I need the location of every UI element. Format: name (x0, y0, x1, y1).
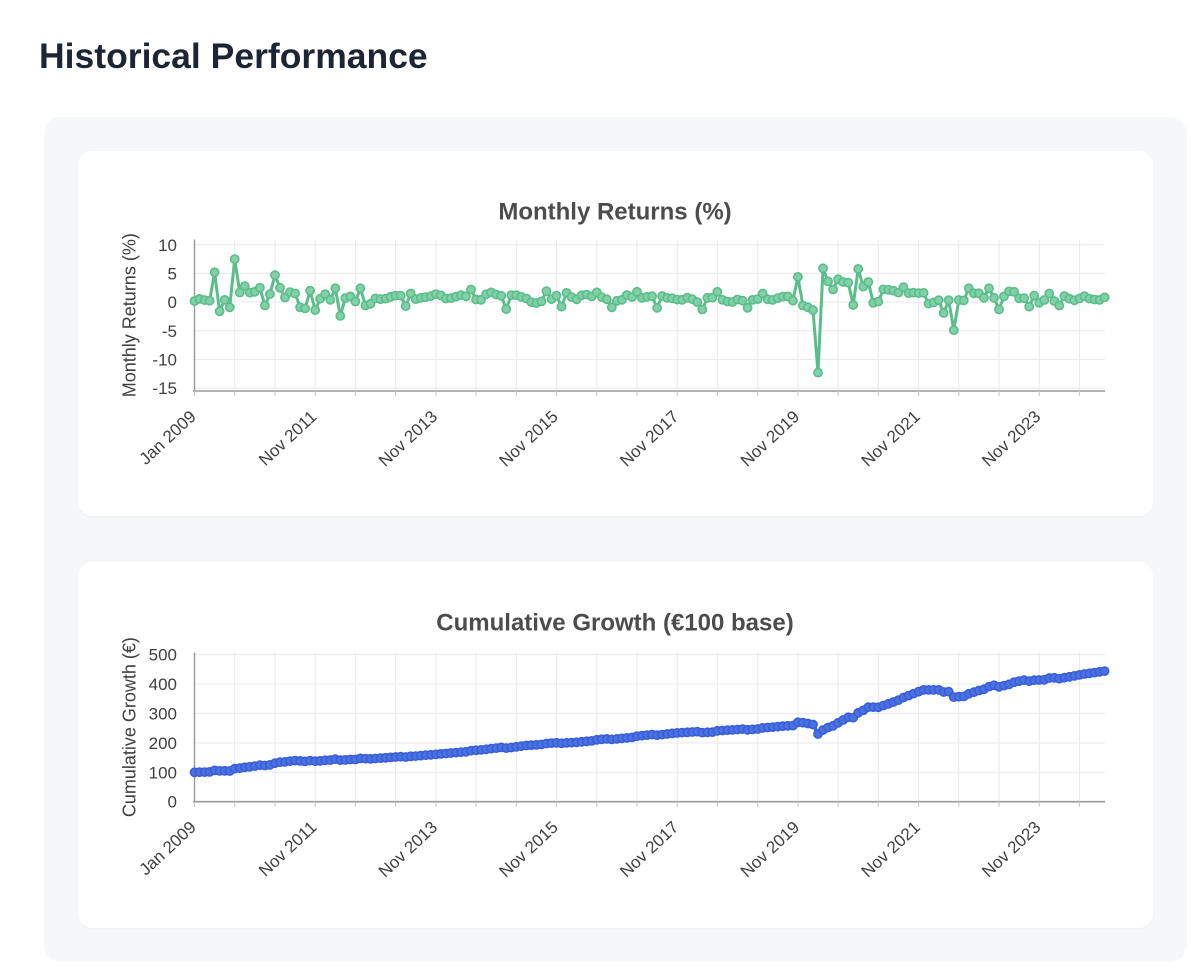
svg-text:Nov 2023: Nov 2023 (978, 407, 1044, 471)
svg-text:Nov 2017: Nov 2017 (616, 818, 682, 882)
svg-text:Nov 2021: Nov 2021 (858, 407, 924, 471)
svg-text:Nov 2021: Nov 2021 (858, 818, 924, 882)
svg-text:10: 10 (158, 236, 177, 255)
svg-text:Nov 2013: Nov 2013 (375, 818, 441, 882)
svg-text:400: 400 (149, 675, 177, 694)
svg-text:300: 300 (149, 704, 177, 723)
svg-text:Nov 2023: Nov 2023 (978, 818, 1044, 882)
svg-text:100: 100 (149, 763, 177, 782)
svg-text:Nov 2019: Nov 2019 (737, 407, 803, 471)
svg-text:Nov 2013: Nov 2013 (375, 407, 441, 471)
svg-text:Cumulative Growth (€100 base): Cumulative Growth (€100 base) (436, 610, 793, 637)
svg-text:-5: -5 (162, 322, 177, 341)
svg-text:Jan 2009: Jan 2009 (136, 818, 200, 880)
svg-text:500: 500 (149, 646, 177, 665)
svg-text:Jan 2009: Jan 2009 (136, 407, 200, 469)
svg-text:5: 5 (168, 264, 177, 283)
svg-text:Nov 2019: Nov 2019 (737, 818, 803, 882)
svg-text:0: 0 (168, 793, 177, 812)
svg-text:Nov 2015: Nov 2015 (496, 407, 562, 471)
svg-text:Monthly Returns (%): Monthly Returns (%) (120, 233, 140, 397)
svg-text:0: 0 (168, 293, 177, 312)
svg-text:Monthly Returns (%): Monthly Returns (%) (498, 199, 731, 226)
svg-text:Nov 2015: Nov 2015 (496, 818, 562, 882)
svg-text:Nov 2011: Nov 2011 (255, 407, 320, 470)
svg-text:Cumulative Growth (€): Cumulative Growth (€) (120, 637, 140, 817)
svg-text:Nov 2017: Nov 2017 (616, 407, 682, 471)
svg-text:-15: -15 (152, 379, 177, 398)
svg-text:Nov 2011: Nov 2011 (255, 818, 320, 881)
svg-text:-10: -10 (152, 350, 177, 369)
svg-text:200: 200 (149, 734, 177, 753)
